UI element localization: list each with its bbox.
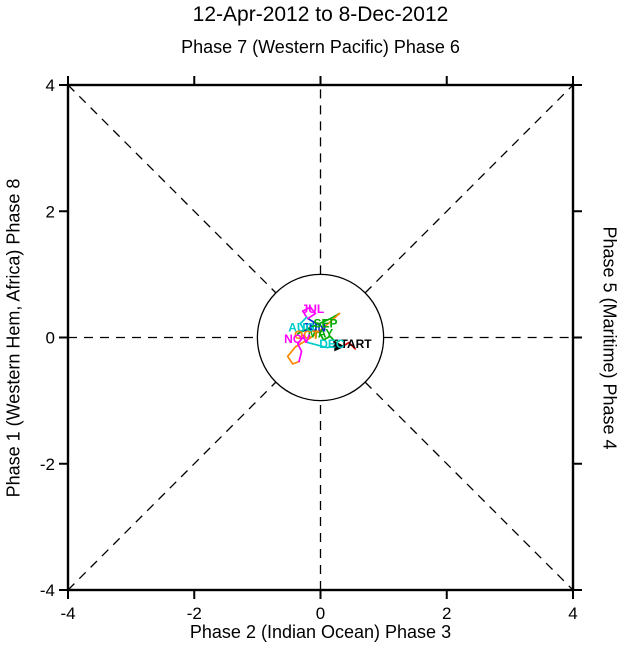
trajectory-segment-SEP: [296, 312, 341, 335]
bottom-axis-label: Phase 2 (Indian Ocean) Phase 3: [189, 622, 452, 642]
guide-line: [67, 381, 277, 591]
trajectory-segment-NOV: [296, 336, 309, 363]
unit-circle: [256, 273, 385, 402]
figure-title: 12-Apr-2012 to 8-Dec-2012: [192, 3, 449, 26]
y-tick-label: 4: [46, 76, 55, 95]
month-label-oct: OCT: [294, 328, 320, 342]
month-label-jun: JUN: [302, 320, 326, 334]
x-tick-label: -4: [60, 604, 75, 623]
x-tick-label: -2: [187, 604, 202, 623]
trajectory-segment-OCT: [286, 312, 341, 365]
x-tick-label: 4: [568, 604, 577, 623]
trajectory-segment-DEC: [307, 341, 336, 349]
month-label-aug: AUG: [288, 320, 315, 334]
month-label-jul: JUL: [302, 302, 325, 316]
top-axis-label: Phase 7 (Western Pacific) Phase 6: [181, 37, 460, 57]
month-label-nov: NOV: [284, 332, 310, 346]
month-label-sep: SEP: [314, 317, 338, 331]
trajectory-segment-JUL: [301, 306, 317, 320]
guide-line: [364, 381, 574, 591]
x-tick-label: 0: [316, 604, 325, 623]
y-tick-label: 2: [46, 202, 55, 221]
month-label-start: START: [333, 337, 373, 351]
guide-line: [67, 84, 277, 294]
month-label-dec: DEC: [319, 337, 345, 351]
guide-line: [364, 84, 574, 294]
trajectory-arrow: [334, 341, 346, 352]
x-tick-label: 2: [442, 604, 451, 623]
y-tick-label: -4: [40, 581, 55, 600]
month-label-may: MAY: [308, 327, 334, 341]
y-tick-label: -2: [40, 455, 55, 474]
y-tick-label: 0: [46, 329, 55, 348]
